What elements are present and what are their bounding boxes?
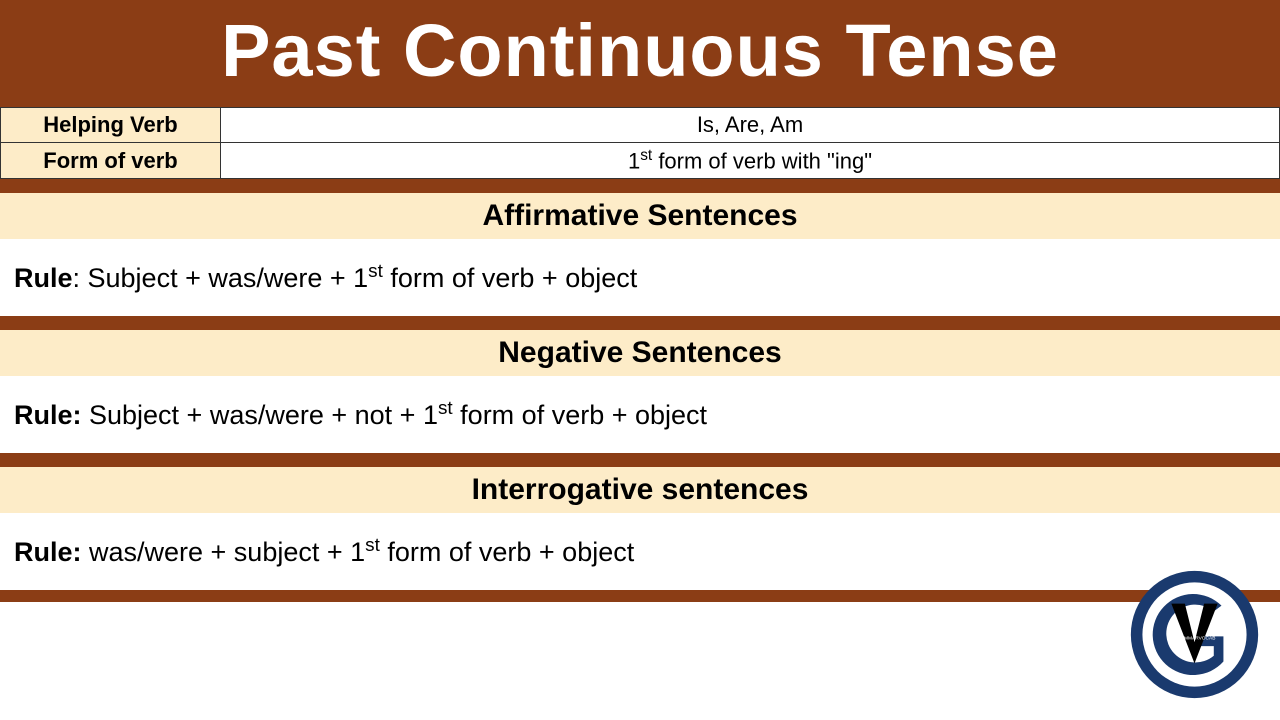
page-title: Past Continuous Tense — [0, 0, 1280, 107]
interrogative-header: Interrogative sentences — [0, 467, 1280, 513]
divider — [0, 179, 1280, 193]
interrogative-rule: Rule: was/were + subject + 1st form of v… — [0, 513, 1280, 590]
rule-text: : Subject + was/were + 1st form of verb … — [73, 263, 638, 293]
divider — [0, 453, 1280, 467]
logo-icon: GRAMMARVOCAB — [1127, 567, 1262, 702]
form-of-verb-label: Form of verb — [1, 143, 221, 179]
divider — [0, 316, 1280, 330]
rule-text: was/were + subject + 1st form of verb + … — [82, 537, 635, 567]
rule-text: Subject + was/were + not + 1st form of v… — [82, 400, 708, 430]
helping-verb-value: Is, Are, Am — [221, 108, 1280, 143]
svg-text:GRAMMARVOCAB: GRAMMARVOCAB — [1174, 635, 1216, 641]
rule-label: Rule: — [14, 400, 82, 430]
rule-label: Rule — [14, 263, 73, 293]
bottom-divider — [0, 590, 1280, 602]
negative-rule: Rule: Subject + was/were + not + 1st for… — [0, 376, 1280, 453]
affirmative-header: Affirmative Sentences — [0, 193, 1280, 239]
table-row: Form of verb 1st form of verb with "ing" — [1, 143, 1280, 179]
table-row: Helping Verb Is, Are, Am — [1, 108, 1280, 143]
negative-header: Negative Sentences — [0, 330, 1280, 376]
info-table: Helping Verb Is, Are, Am Form of verb 1s… — [0, 107, 1280, 179]
rule-label: Rule: — [14, 537, 82, 567]
form-of-verb-value: 1st form of verb with "ing" — [221, 143, 1280, 179]
helping-verb-label: Helping Verb — [1, 108, 221, 143]
affirmative-rule: Rule: Subject + was/were + 1st form of v… — [0, 239, 1280, 316]
